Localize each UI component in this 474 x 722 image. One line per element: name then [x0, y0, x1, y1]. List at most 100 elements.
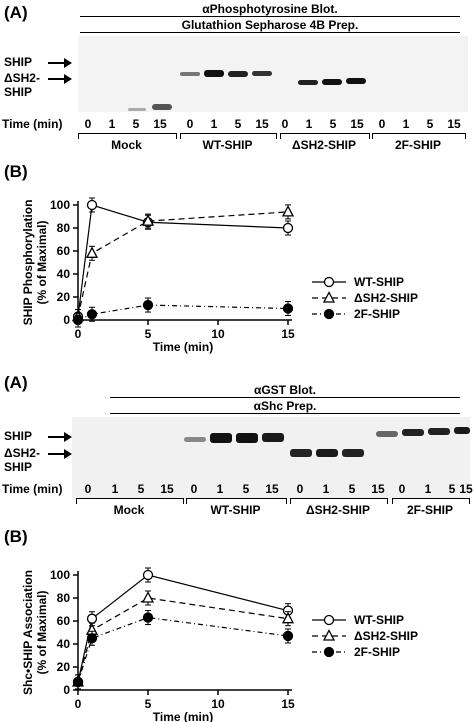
legend-label: ΔSH2-SHIP: [354, 629, 418, 643]
time-tick-label: 0: [281, 117, 289, 131]
y-axis-label: Shc•SHIP Association: [21, 570, 35, 695]
y-tick-label: 40: [57, 267, 71, 281]
series-line: [77, 204, 289, 317]
time-tick-label: 5: [132, 117, 140, 131]
group-bracket: [180, 133, 277, 139]
data-point: [281, 205, 295, 217]
time-tick-label: 1: [305, 117, 313, 131]
blot-band: [316, 449, 338, 457]
series-line: [77, 616, 289, 683]
header-rule: [80, 32, 460, 33]
legend-marker: [323, 308, 335, 320]
y-tick-label: 100: [50, 568, 70, 582]
time-tick-label: 0: [296, 482, 304, 496]
blot-band: [428, 428, 450, 435]
x-tick-label: 5: [145, 697, 152, 711]
time-tick-label: 5: [448, 482, 456, 496]
blot-band: [252, 71, 272, 76]
data-point: [281, 611, 295, 624]
time-tick-label: 0: [84, 117, 92, 131]
time-tick-label: 0: [398, 482, 406, 496]
data-point: [85, 246, 99, 258]
blot-band: [184, 437, 206, 442]
x-axis-label: Time (min): [153, 710, 213, 722]
legend-marker: [323, 276, 335, 288]
time-tick-label: 5: [234, 117, 242, 131]
series-line: [77, 304, 289, 321]
blot-header-1: αGST Blot.: [253, 383, 317, 397]
marker-dsh2: ΔSH2-: [4, 446, 40, 460]
legend-label: 2F-SHIP: [354, 645, 400, 659]
y-tick-label: 80: [57, 221, 71, 235]
group-bracket: [76, 498, 184, 504]
group-label: WT-SHIP: [210, 503, 261, 517]
time-tick-label: 15: [255, 117, 269, 131]
data-point: [282, 222, 294, 234]
y-tick-label: 60: [57, 614, 71, 628]
legend-label: WT-SHIP: [354, 275, 404, 289]
blot-band: [454, 427, 470, 434]
blot-band: [152, 104, 172, 110]
data-point: [86, 309, 98, 320]
y-axis-label: SHIP Phosphorylation: [21, 200, 35, 326]
blot-band: [128, 108, 146, 111]
x-axis-label: Time (min): [153, 340, 213, 354]
group-label: WT-SHIP: [202, 138, 253, 152]
time-tick-label: 15: [160, 482, 174, 496]
western-blot-image: [78, 36, 468, 112]
time-tick-label: 5: [137, 482, 145, 496]
blot-header-2: Glutathion Sepharose 4B Prep.: [181, 18, 359, 32]
time-tick-label: 0: [186, 117, 194, 131]
legend-label: WT-SHIP: [354, 613, 404, 627]
time-tick-label: 1: [210, 117, 218, 131]
time-tick-label: 15: [350, 117, 364, 131]
group-bracket: [78, 133, 177, 139]
blot-band: [290, 449, 312, 457]
phosphorylation-chart: 0 20 40 60 80 100 0 5 10 15 Time (min) SHIP Phospho…: [21, 197, 418, 354]
legend-label: ΔSH2-SHIP: [354, 291, 418, 305]
x-tick-label: 0: [75, 697, 82, 711]
marker-dsh2: ΔSH2-: [4, 71, 40, 85]
x-tick-label: 15: [281, 327, 295, 341]
data-point: [72, 676, 84, 688]
data-point: [142, 569, 154, 581]
x-tick-label: 10: [211, 327, 225, 341]
data-point: [72, 314, 84, 326]
marker-ship-2: SHIP: [4, 460, 33, 474]
blot-header-2: αShc Prep.: [253, 399, 317, 413]
group-label: Mock: [111, 138, 142, 152]
data-point: [141, 214, 155, 226]
data-point: [86, 199, 98, 211]
header-rule: [80, 16, 460, 17]
data-point: [141, 591, 155, 603]
group-bracket: [290, 498, 388, 504]
blot-band: [346, 78, 366, 84]
group-label: ΔSH2-SHIP: [306, 503, 370, 517]
time-tick-label: 1: [111, 482, 119, 496]
header-rule: [110, 397, 460, 398]
legend-marker: [322, 629, 336, 641]
y-tick-label: 60: [57, 244, 71, 258]
time-label: Time (min): [2, 482, 63, 496]
legend-label: 2F-SHIP: [354, 307, 400, 321]
blot-band: [228, 71, 248, 77]
time-tick-label: 15: [153, 117, 167, 131]
time-tick-label: 15: [447, 117, 461, 131]
marker-ship: SHIP: [4, 429, 33, 443]
y-tick-label: 20: [57, 660, 71, 674]
western-blot-image: [72, 417, 470, 499]
time-tick-label: 1: [322, 482, 330, 496]
data-point: [142, 299, 154, 311]
series-line: [77, 597, 289, 683]
legend-marker: [322, 291, 336, 303]
series-line: [77, 211, 289, 317]
time-tick-label: 15: [459, 482, 473, 496]
blot-band: [402, 429, 424, 436]
arrow-icon: [48, 432, 72, 442]
x-tick-label: 10: [211, 697, 225, 711]
group-label: Mock: [113, 503, 145, 517]
x-tick-label: 15: [281, 697, 295, 711]
data-point: [142, 612, 154, 623]
association-chart: 0 20 40 60 80 100 0 5 10 15 Time (min) Shc•SHIP Ass…: [21, 567, 418, 722]
data-point: [86, 613, 98, 624]
